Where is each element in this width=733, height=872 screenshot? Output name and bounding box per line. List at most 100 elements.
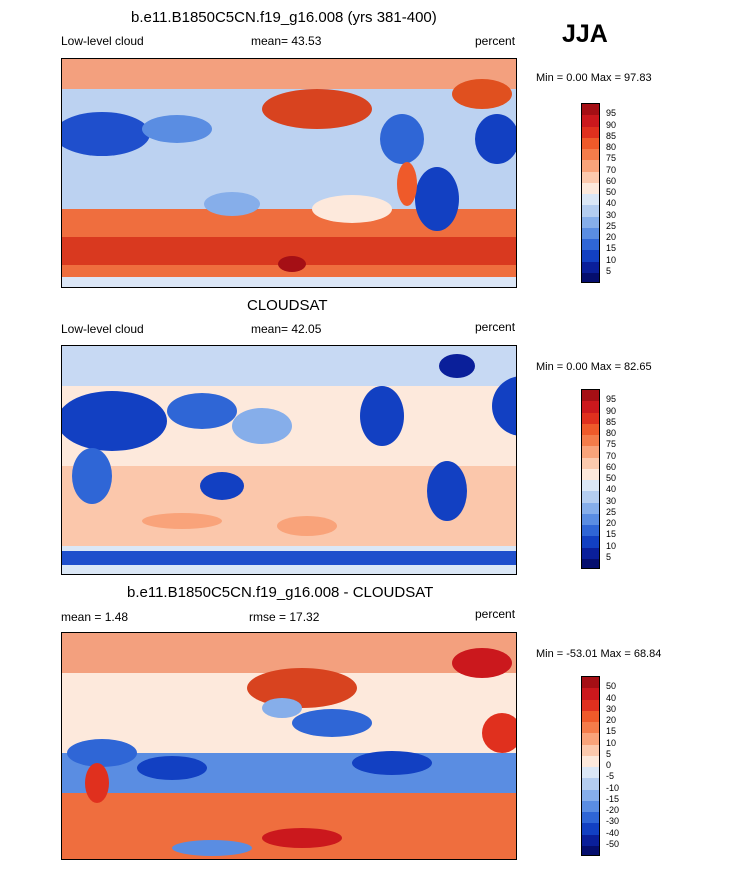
colorbar-tick-label: 15	[606, 243, 617, 254]
colorbar-tick-label: 90	[606, 119, 617, 130]
colorbar-swatch	[582, 812, 599, 824]
colorbar-swatch	[582, 767, 599, 779]
colorbar-tick-label: 50	[606, 187, 617, 197]
colorbar-swatch	[582, 733, 599, 745]
colorbar-swatch	[582, 789, 599, 801]
colorbar-tick-label: 50	[606, 681, 617, 692]
panel-1-map	[61, 58, 517, 288]
colorbar-swatch	[582, 205, 599, 217]
colorbar-swatch	[582, 446, 599, 458]
panel-1-mean-label: mean= 43.53	[251, 34, 322, 48]
colorbar-swatch	[582, 115, 599, 127]
panel-3-mean-label: mean = 1.48	[61, 610, 129, 624]
colorbar-swatch	[582, 823, 599, 835]
panel-2-map	[61, 345, 517, 575]
colorbar-tick-label: 30	[606, 495, 617, 506]
colorbar-swatch	[582, 502, 599, 514]
colorbar-tick-label: 50	[606, 473, 617, 483]
panel-1-title: b.e11.B1850C5CN.f19_g16.008 (yrs 381-400…	[131, 9, 437, 26]
colorbar-swatch	[582, 468, 599, 480]
panel-1-left-label: Low-level cloud	[61, 34, 144, 48]
colorbar-tick-label: 95	[606, 394, 617, 405]
colorbar-swatch	[582, 845, 599, 855]
colorbar-swatch	[582, 491, 599, 503]
colorbar-tick-label: -15	[606, 793, 620, 804]
colorbar-tick-label: 75	[606, 439, 617, 450]
panel-3-title: b.e11.B1850C5CN.f19_g16.008 - CLOUDSAT	[127, 584, 434, 601]
colorbar-swatch	[582, 390, 599, 402]
colorbar-tick-label: -40	[606, 827, 620, 838]
colorbar-swatch	[582, 194, 599, 206]
colorbar-tick-label: 40	[606, 198, 617, 209]
colorbar-tick-label: 5	[606, 551, 612, 562]
colorbar-tick-label: 25	[606, 506, 617, 517]
season-label: JJA	[562, 20, 608, 48]
panel-2-units-label: percent	[475, 320, 516, 334]
panel-1-field	[62, 59, 516, 287]
panel-3-units-label: percent	[475, 607, 516, 621]
colorbar-tick-label: 75	[606, 153, 617, 164]
colorbar-swatch	[582, 272, 599, 282]
colorbar-swatch	[582, 525, 599, 537]
colorbar-tick-label: 85	[606, 416, 617, 427]
colorbar-swatch	[582, 423, 599, 435]
panel-2-mean-label: mean= 42.05	[251, 322, 322, 336]
panel-2-title: CLOUDSAT	[247, 297, 328, 314]
panel-3-map	[61, 632, 517, 860]
colorbar-tick-label: 10	[606, 737, 617, 748]
colorbar-tick-label: 80	[606, 428, 617, 438]
colorbar-swatch	[582, 699, 599, 711]
colorbar-tick-label: -50	[606, 838, 620, 849]
colorbar-swatch	[582, 558, 599, 568]
colorbar-swatch	[582, 171, 599, 183]
colorbar-tick-label: 15	[606, 726, 617, 737]
colorbar-swatch	[582, 513, 599, 525]
colorbar-swatch	[582, 227, 599, 239]
colorbar-swatch	[582, 412, 599, 424]
colorbar-tick-label: 90	[606, 405, 617, 416]
panel-3-rmse-label: rmse = 17.32	[249, 610, 320, 624]
colorbar-swatch	[582, 710, 599, 722]
colorbar-tick-label: 5	[606, 748, 612, 759]
colorbar-tick-label: 85	[606, 130, 617, 141]
panel-1-minmax: Min = 0.00 Max = 97.83	[536, 72, 652, 84]
colorbar-tick-label: 60	[606, 461, 617, 472]
colorbar-tick-label: -5	[606, 771, 615, 782]
colorbar-tick-label: 40	[606, 484, 617, 495]
colorbar-swatch	[582, 722, 599, 734]
colorbar-tick-label: 20	[606, 715, 617, 725]
colorbar-tick-label: 70	[606, 450, 617, 461]
colorbar-tick-label: 70	[606, 164, 617, 175]
panel-2-left-label: Low-level cloud	[61, 322, 144, 336]
colorbar-swatch	[582, 216, 599, 228]
colorbar-swatch	[582, 137, 599, 149]
colorbar-tick-label: 95	[606, 108, 617, 119]
colorbar-swatch	[582, 677, 599, 689]
colorbar-swatch	[582, 149, 599, 161]
colorbar-swatch	[582, 250, 599, 262]
panel-3-field	[62, 633, 516, 859]
colorbar-swatch	[582, 688, 599, 700]
panel-3-minmax: Min = -53.01 Max = 68.84	[536, 648, 662, 660]
colorbar-tick-label: -10	[606, 782, 620, 793]
colorbar-tick-label: 15	[606, 529, 617, 540]
colorbar-swatch	[582, 744, 599, 756]
colorbar-tick-label: 0	[606, 760, 612, 770]
colorbar-tick-label: 80	[606, 142, 617, 152]
colorbar-swatch	[582, 126, 599, 138]
colorbar-swatch	[582, 457, 599, 469]
panel-2-colorbar	[581, 389, 600, 569]
colorbar-swatch	[582, 755, 599, 767]
panel-3-colorbar	[581, 676, 600, 856]
colorbar-swatch	[582, 778, 599, 790]
colorbar-swatch	[582, 800, 599, 812]
colorbar-swatch	[582, 182, 599, 194]
colorbar-swatch	[582, 435, 599, 447]
colorbar-swatch	[582, 480, 599, 492]
colorbar-tick-label: -20	[606, 805, 620, 815]
colorbar-tick-label: 40	[606, 692, 617, 703]
colorbar-swatch	[582, 261, 599, 273]
colorbar-tick-label: 10	[606, 540, 617, 551]
colorbar-swatch	[582, 834, 599, 846]
panel-2-minmax: Min = 0.00 Max = 82.65	[536, 361, 652, 373]
